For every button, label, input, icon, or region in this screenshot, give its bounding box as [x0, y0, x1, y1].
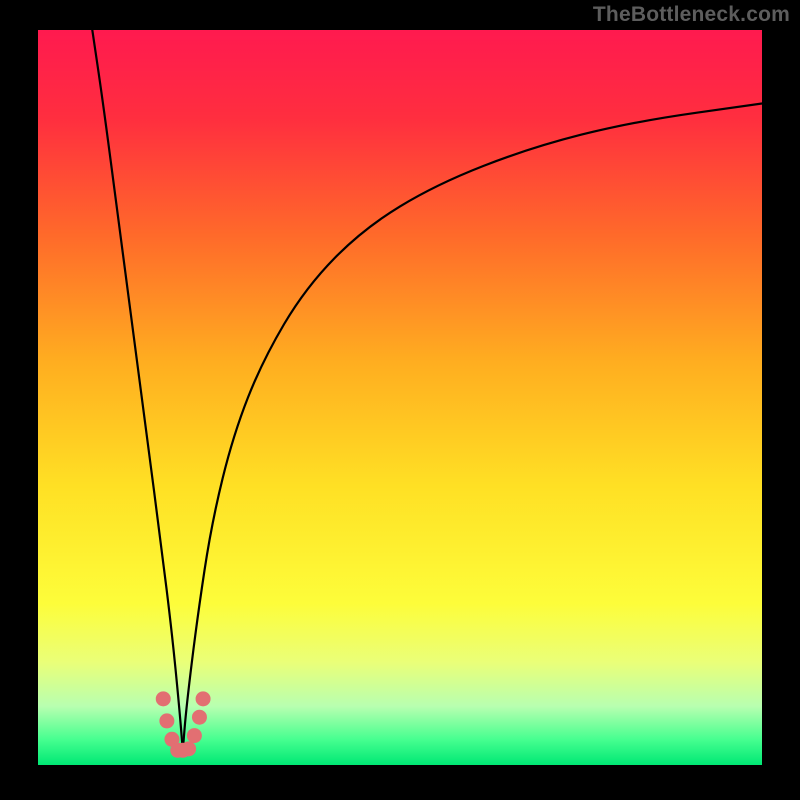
- marker-dot: [192, 710, 207, 725]
- marker-dot: [196, 691, 211, 706]
- marker-dot: [187, 728, 202, 743]
- watermark-text: TheBottleneck.com: [593, 3, 790, 27]
- bottleneck-chart: [0, 0, 800, 800]
- marker-dot: [156, 691, 171, 706]
- figure-container: TheBottleneck.com: [0, 0, 800, 800]
- marker-dot: [159, 713, 174, 728]
- gradient-plot-area: [38, 30, 762, 765]
- marker-dot: [181, 741, 196, 756]
